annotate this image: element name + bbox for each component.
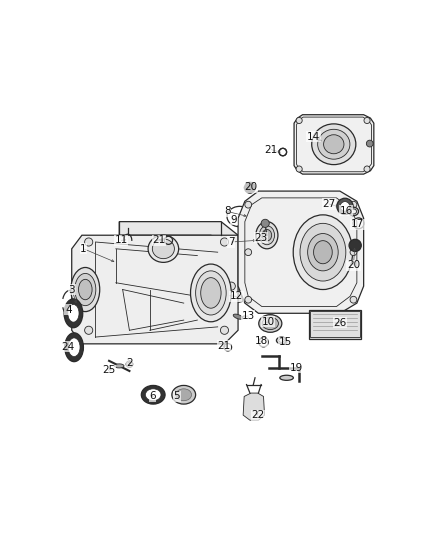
Circle shape [85, 326, 93, 334]
Ellipse shape [68, 338, 80, 357]
Ellipse shape [259, 225, 275, 245]
Ellipse shape [318, 130, 350, 159]
Ellipse shape [176, 389, 191, 401]
Ellipse shape [262, 317, 279, 329]
Text: 1: 1 [80, 244, 87, 254]
Text: 4: 4 [65, 305, 72, 315]
Ellipse shape [251, 211, 263, 222]
Ellipse shape [247, 208, 267, 225]
Circle shape [366, 140, 373, 147]
Circle shape [364, 166, 370, 172]
Ellipse shape [191, 264, 231, 322]
Text: 21: 21 [217, 341, 230, 351]
Ellipse shape [350, 209, 357, 214]
Circle shape [350, 296, 357, 303]
Text: 20: 20 [347, 260, 360, 270]
Ellipse shape [337, 198, 353, 214]
Ellipse shape [68, 304, 79, 322]
Ellipse shape [259, 314, 282, 332]
Text: 25: 25 [102, 365, 115, 375]
Circle shape [244, 182, 255, 193]
Ellipse shape [340, 201, 350, 211]
Text: 9: 9 [231, 215, 237, 225]
Circle shape [296, 117, 302, 124]
Text: 7: 7 [228, 237, 235, 247]
Ellipse shape [262, 229, 272, 241]
Ellipse shape [324, 135, 344, 154]
Circle shape [245, 296, 251, 303]
Text: 6: 6 [149, 391, 156, 401]
Ellipse shape [145, 389, 161, 401]
Ellipse shape [114, 364, 124, 368]
Bar [218, 286, 248, 302]
Circle shape [220, 326, 229, 334]
Text: 13: 13 [242, 311, 255, 321]
Ellipse shape [279, 338, 284, 342]
Circle shape [261, 219, 269, 228]
Text: 21: 21 [265, 144, 278, 155]
Polygon shape [294, 115, 374, 174]
Ellipse shape [71, 268, 100, 312]
Circle shape [227, 282, 235, 290]
Text: 27: 27 [322, 199, 336, 209]
Ellipse shape [233, 314, 243, 319]
Text: 12: 12 [230, 292, 243, 301]
Ellipse shape [201, 278, 221, 308]
Circle shape [350, 249, 357, 256]
Ellipse shape [300, 223, 346, 281]
Bar [309, 310, 361, 339]
Text: 26: 26 [333, 318, 346, 328]
Ellipse shape [141, 385, 165, 404]
Polygon shape [119, 222, 238, 249]
Bar [310, 311, 360, 337]
Text: 11: 11 [115, 235, 128, 245]
Text: 22: 22 [251, 410, 265, 420]
Ellipse shape [75, 273, 96, 305]
Circle shape [350, 201, 357, 208]
Text: 14: 14 [307, 132, 320, 142]
Ellipse shape [307, 233, 338, 271]
Circle shape [364, 117, 370, 124]
Ellipse shape [256, 222, 278, 249]
Text: 3: 3 [68, 285, 75, 295]
Ellipse shape [314, 241, 332, 264]
Ellipse shape [78, 279, 92, 300]
Circle shape [245, 201, 251, 208]
Text: 8: 8 [224, 206, 230, 216]
Ellipse shape [148, 235, 179, 262]
Circle shape [349, 239, 361, 252]
Circle shape [220, 238, 229, 246]
Text: 20: 20 [244, 182, 258, 192]
Circle shape [126, 361, 133, 368]
Ellipse shape [64, 299, 83, 328]
Ellipse shape [196, 271, 226, 315]
Circle shape [85, 282, 93, 290]
Circle shape [85, 238, 93, 246]
Circle shape [245, 249, 251, 256]
Polygon shape [238, 191, 364, 313]
Bar [212, 292, 243, 309]
Ellipse shape [312, 124, 356, 165]
Ellipse shape [152, 239, 174, 259]
Text: 21: 21 [153, 235, 166, 245]
Ellipse shape [276, 337, 286, 344]
Text: 15: 15 [279, 337, 292, 347]
Text: 16: 16 [339, 206, 353, 216]
Text: 5: 5 [173, 391, 180, 401]
Ellipse shape [280, 375, 293, 381]
Ellipse shape [65, 333, 83, 362]
Text: 2: 2 [126, 358, 133, 368]
Ellipse shape [293, 215, 353, 289]
Text: 17: 17 [351, 220, 364, 229]
Ellipse shape [348, 207, 359, 216]
Text: 10: 10 [261, 317, 275, 327]
Ellipse shape [172, 385, 196, 404]
Text: 19: 19 [290, 362, 303, 373]
Text: 18: 18 [254, 336, 268, 346]
Polygon shape [243, 393, 265, 420]
Text: 23: 23 [254, 233, 268, 243]
Polygon shape [72, 235, 238, 344]
Text: 24: 24 [61, 342, 74, 352]
Circle shape [296, 166, 302, 172]
